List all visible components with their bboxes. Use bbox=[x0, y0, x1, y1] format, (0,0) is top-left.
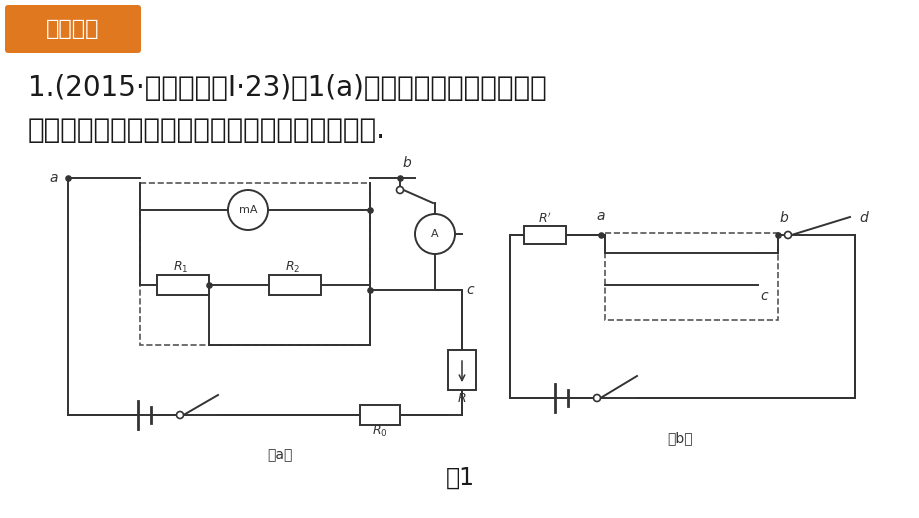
Text: $R_1$: $R_1$ bbox=[173, 260, 188, 275]
Circle shape bbox=[396, 186, 403, 194]
Circle shape bbox=[593, 395, 600, 401]
Text: 1.(2015·新课标全国Ⅰ·23)图1(a)为某同学改装和校准毫安: 1.(2015·新课标全国Ⅰ·23)图1(a)为某同学改装和校准毫安 bbox=[28, 74, 546, 102]
Text: $R_0$: $R_0$ bbox=[372, 423, 388, 439]
Bar bbox=[524, 226, 565, 244]
FancyBboxPatch shape bbox=[5, 5, 141, 53]
Text: （a）: （a） bbox=[267, 448, 292, 462]
Bar bbox=[605, 233, 777, 320]
Point bbox=[61, 174, 75, 182]
Text: c: c bbox=[759, 289, 766, 303]
Text: $R'$: $R'$ bbox=[538, 212, 551, 226]
Text: $R_2$: $R_2$ bbox=[285, 260, 301, 275]
Text: 表的电路图，其中虚线框内是毫安表的改装电路.: 表的电路图，其中虚线框内是毫安表的改装电路. bbox=[28, 116, 386, 144]
Text: a: a bbox=[596, 209, 605, 223]
Circle shape bbox=[414, 214, 455, 254]
Text: c: c bbox=[466, 283, 473, 297]
Text: A: A bbox=[431, 229, 438, 239]
Point bbox=[362, 206, 377, 214]
Text: R: R bbox=[457, 392, 466, 405]
Text: mA: mA bbox=[239, 205, 257, 215]
Text: b: b bbox=[403, 156, 412, 170]
Text: 真题示例: 真题示例 bbox=[46, 19, 99, 39]
Point bbox=[392, 174, 407, 182]
Bar bbox=[448, 350, 475, 390]
Point bbox=[201, 281, 216, 289]
Bar bbox=[359, 405, 400, 425]
Bar bbox=[157, 275, 209, 295]
Circle shape bbox=[228, 190, 267, 230]
Text: b: b bbox=[779, 211, 788, 225]
Text: （b）: （b） bbox=[666, 431, 692, 445]
Text: a: a bbox=[50, 171, 58, 185]
Text: d: d bbox=[858, 211, 867, 225]
Point bbox=[770, 231, 785, 239]
Bar bbox=[140, 183, 369, 345]
Text: 图1: 图1 bbox=[445, 466, 474, 490]
Point bbox=[362, 286, 377, 294]
Point bbox=[593, 231, 607, 239]
Circle shape bbox=[784, 232, 790, 238]
Bar bbox=[268, 275, 321, 295]
Circle shape bbox=[176, 411, 183, 419]
